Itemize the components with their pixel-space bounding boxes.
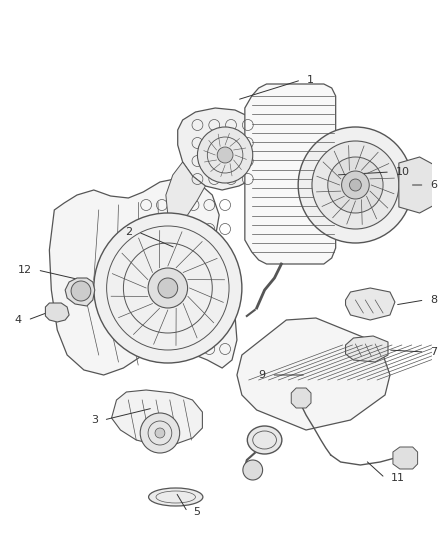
Polygon shape: [49, 178, 237, 375]
Circle shape: [217, 147, 233, 163]
Polygon shape: [393, 447, 417, 469]
Circle shape: [158, 278, 178, 298]
Polygon shape: [178, 108, 268, 190]
Text: 2: 2: [125, 227, 132, 237]
Text: 6: 6: [431, 180, 438, 190]
Circle shape: [148, 268, 187, 308]
Circle shape: [298, 127, 413, 243]
Text: 10: 10: [396, 167, 410, 177]
Polygon shape: [291, 388, 311, 408]
Polygon shape: [166, 162, 205, 220]
Text: 1: 1: [307, 75, 314, 85]
Polygon shape: [346, 288, 395, 320]
Ellipse shape: [247, 426, 282, 454]
Circle shape: [140, 413, 180, 453]
Polygon shape: [237, 318, 390, 430]
Circle shape: [312, 141, 399, 229]
Ellipse shape: [148, 488, 203, 506]
Polygon shape: [399, 157, 434, 213]
Polygon shape: [65, 278, 95, 306]
Polygon shape: [112, 390, 202, 445]
Text: 7: 7: [431, 347, 438, 357]
Circle shape: [328, 157, 383, 213]
Circle shape: [243, 460, 263, 480]
Circle shape: [198, 127, 253, 183]
Circle shape: [94, 213, 242, 363]
Text: 5: 5: [194, 507, 201, 517]
Circle shape: [155, 428, 165, 438]
Text: 3: 3: [91, 415, 98, 425]
Circle shape: [342, 171, 369, 199]
Text: 4: 4: [14, 315, 22, 325]
Circle shape: [350, 179, 361, 191]
Text: 8: 8: [431, 295, 438, 305]
Polygon shape: [346, 336, 388, 362]
Text: 11: 11: [391, 473, 405, 483]
Polygon shape: [46, 303, 69, 322]
Text: 12: 12: [18, 265, 32, 275]
Circle shape: [71, 281, 91, 301]
Text: 9: 9: [258, 370, 265, 380]
Polygon shape: [245, 84, 336, 264]
